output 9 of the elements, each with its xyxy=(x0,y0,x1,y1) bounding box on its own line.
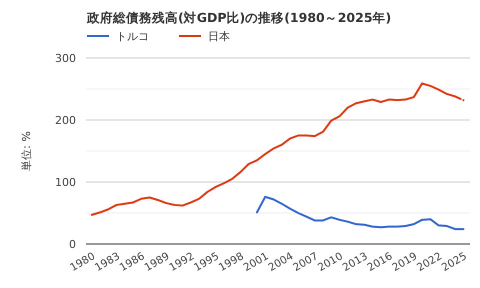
legend-label: トルコ xyxy=(116,30,149,43)
y-tick-label: 100 xyxy=(55,176,76,189)
y-tick-label: 0 xyxy=(69,238,76,251)
y-axis-title: 単位: % xyxy=(20,131,33,171)
title: 政府総債務残高(対GDP比)の推移(1980～2025年) xyxy=(87,10,392,25)
y-tick-label: 300 xyxy=(55,52,76,65)
line-series xyxy=(256,196,464,230)
y-tick-label: 200 xyxy=(55,114,76,127)
legend-label: 日本 xyxy=(208,30,230,43)
